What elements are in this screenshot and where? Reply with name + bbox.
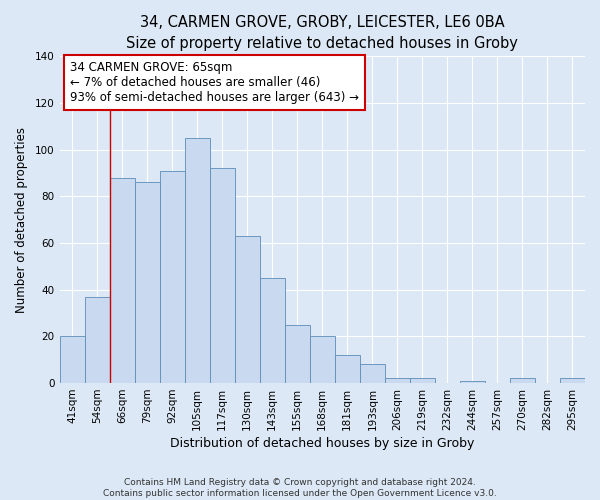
Y-axis label: Number of detached properties: Number of detached properties [15, 126, 28, 312]
Bar [260, 278, 285, 383]
Text: Contains HM Land Registry data © Crown copyright and database right 2024.
Contai: Contains HM Land Registry data © Crown c… [103, 478, 497, 498]
Bar [360, 364, 385, 383]
Bar [560, 378, 585, 383]
Bar [160, 170, 185, 383]
Bar [510, 378, 535, 383]
X-axis label: Distribution of detached houses by size in Groby: Distribution of detached houses by size … [170, 437, 475, 450]
Bar [209, 168, 235, 383]
Bar [285, 324, 310, 383]
Bar [335, 355, 360, 383]
Text: 34 CARMEN GROVE: 65sqm
← 7% of detached houses are smaller (46)
93% of semi-deta: 34 CARMEN GROVE: 65sqm ← 7% of detached … [70, 61, 359, 104]
Bar [110, 178, 134, 383]
Title: 34, CARMEN GROVE, GROBY, LEICESTER, LE6 0BA
Size of property relative to detache: 34, CARMEN GROVE, GROBY, LEICESTER, LE6 … [127, 15, 518, 51]
Bar [235, 236, 260, 383]
Bar [185, 138, 209, 383]
Bar [410, 378, 435, 383]
Bar [310, 336, 335, 383]
Bar [385, 378, 410, 383]
Bar [460, 380, 485, 383]
Bar [59, 336, 85, 383]
Bar [134, 182, 160, 383]
Bar [85, 296, 110, 383]
